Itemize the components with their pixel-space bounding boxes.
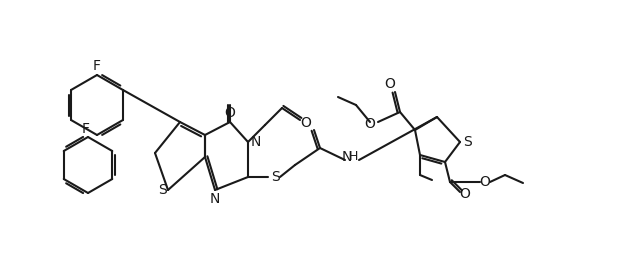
Text: H: H — [348, 151, 358, 164]
Text: N: N — [210, 192, 220, 206]
Text: N: N — [251, 135, 261, 149]
Text: F: F — [82, 122, 90, 136]
Text: S: S — [157, 183, 166, 197]
Text: O: O — [365, 117, 376, 131]
Text: O: O — [460, 187, 470, 201]
Text: F: F — [93, 59, 101, 73]
Text: O: O — [479, 175, 490, 189]
Text: S: S — [271, 170, 280, 184]
Text: N: N — [342, 150, 352, 164]
Text: O: O — [301, 116, 312, 130]
Text: O: O — [385, 77, 396, 91]
Text: S: S — [463, 135, 472, 149]
Text: O: O — [225, 106, 236, 120]
